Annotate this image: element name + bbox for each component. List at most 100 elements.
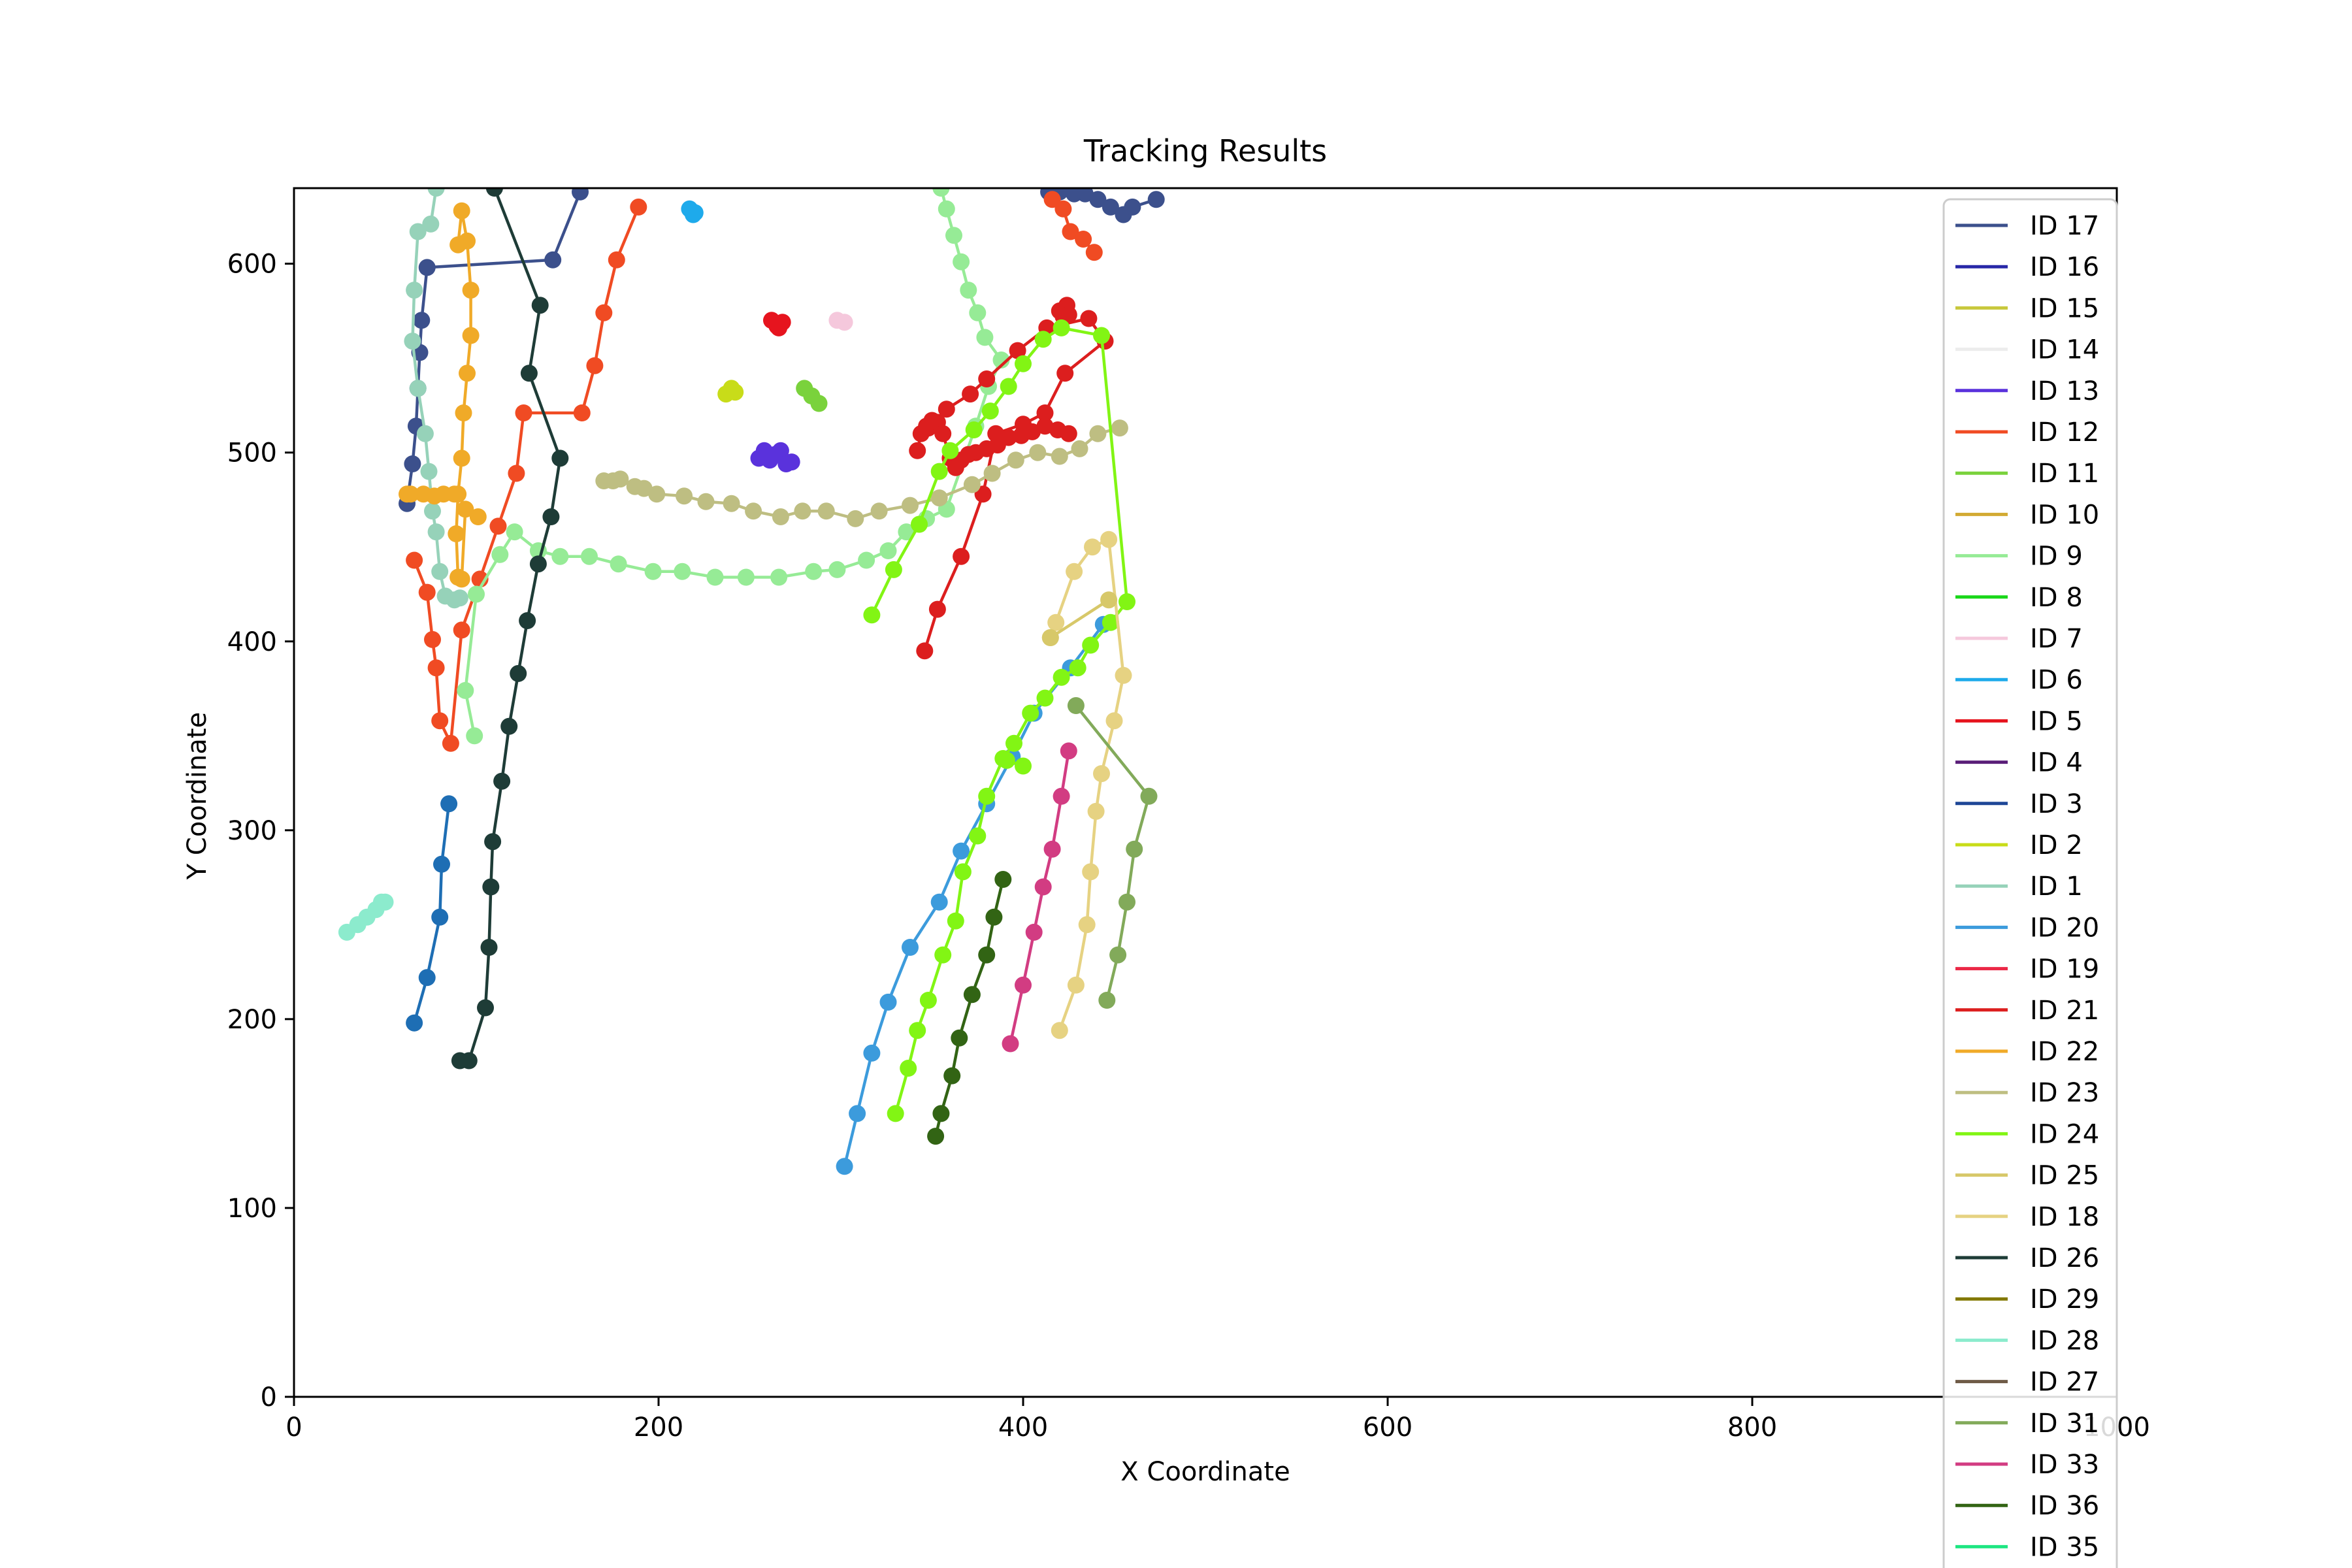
legend-entry: ID 10 xyxy=(1955,500,2099,530)
legend-label: ID 17 xyxy=(2030,211,2099,241)
data-point xyxy=(783,453,800,471)
data-point xyxy=(938,200,955,218)
data-point xyxy=(1043,840,1061,858)
legend-label: ID 10 xyxy=(2030,500,2099,530)
legend-label: ID 9 xyxy=(2030,542,2083,572)
series-id-21 xyxy=(916,310,1114,660)
y-axis-label: Y Coordinate xyxy=(182,712,212,880)
data-point xyxy=(420,463,438,480)
data-point xyxy=(1067,976,1085,994)
data-point xyxy=(927,1128,945,1145)
legend-label: ID 29 xyxy=(2030,1284,2099,1315)
data-point xyxy=(477,999,494,1017)
legend-entry: ID 17 xyxy=(1955,211,2099,241)
data-point xyxy=(909,1022,926,1039)
data-point xyxy=(406,551,423,569)
data-point xyxy=(480,939,498,956)
legend-label: ID 12 xyxy=(2030,417,2099,448)
data-point xyxy=(608,251,625,269)
data-point xyxy=(404,333,421,350)
legend-label: ID 35 xyxy=(2030,1532,2099,1562)
data-point xyxy=(879,993,897,1011)
legend-entry: ID 29 xyxy=(1955,1284,2099,1315)
data-point xyxy=(468,585,485,603)
data-point xyxy=(1043,191,1061,208)
data-point xyxy=(1115,666,1132,684)
data-point xyxy=(515,404,532,421)
data-point xyxy=(459,232,476,250)
legend-label: ID 23 xyxy=(2030,1078,2099,1108)
legend-entry: ID 20 xyxy=(1955,913,2099,943)
y-tick-label: 100 xyxy=(227,1194,277,1224)
plot-area xyxy=(338,188,1165,1175)
data-point xyxy=(1056,365,1074,382)
data-point xyxy=(1015,757,1032,775)
data-point xyxy=(416,425,434,442)
data-point xyxy=(510,664,527,682)
data-point xyxy=(683,202,700,220)
series-id-15 xyxy=(717,380,744,403)
legend-label: ID 7 xyxy=(2030,624,2083,654)
data-point xyxy=(1093,327,1110,344)
legend-label: ID 3 xyxy=(2030,789,2083,819)
data-point xyxy=(455,404,472,421)
data-point xyxy=(1098,992,1116,1009)
data-point xyxy=(1022,704,1039,722)
series-line xyxy=(413,206,640,745)
legend-label: ID 28 xyxy=(2030,1326,2099,1356)
data-point xyxy=(1054,200,1072,218)
data-point xyxy=(943,1067,961,1085)
data-point xyxy=(1111,419,1128,437)
x-tick-label: 800 xyxy=(1727,1413,1777,1443)
legend-label: ID 27 xyxy=(2030,1367,2099,1397)
data-point xyxy=(1080,310,1098,327)
data-point xyxy=(998,751,1015,769)
data-point xyxy=(934,946,952,964)
data-point xyxy=(1147,191,1165,208)
data-point xyxy=(1034,331,1052,348)
legend-entry: ID 2 xyxy=(1955,830,2083,860)
legend-label: ID 26 xyxy=(2030,1243,2099,1273)
data-point xyxy=(727,384,744,401)
series-line xyxy=(843,623,1105,1167)
data-point xyxy=(1051,448,1068,465)
data-point xyxy=(863,1044,881,1062)
data-point xyxy=(529,555,547,573)
data-point xyxy=(551,449,569,467)
data-point xyxy=(1025,923,1043,941)
legend-entry: ID 28 xyxy=(1955,1326,2099,1356)
data-point xyxy=(919,992,937,1009)
series-id-28 xyxy=(338,893,394,941)
legend: ID 17 ID 16 ID 15 ID 14 ID 13 ID 12 ID 11 ID 10… xyxy=(1942,198,2118,1568)
legend-label: ID 2 xyxy=(2030,830,2083,860)
data-point xyxy=(508,465,525,482)
data-point xyxy=(469,508,487,525)
data-point xyxy=(418,259,436,276)
legend-label: ID 33 xyxy=(2030,1450,2099,1480)
data-point xyxy=(1124,198,1141,216)
series-id-21 xyxy=(1051,297,1077,325)
data-point xyxy=(676,487,693,505)
data-point xyxy=(965,421,983,438)
data-point xyxy=(1119,893,1135,911)
series-id-11 xyxy=(796,380,828,412)
data-point xyxy=(772,442,789,459)
legend-label: ID 14 xyxy=(2030,335,2099,365)
legend-entry: ID 24 xyxy=(1955,1119,2099,1149)
series-id-5 xyxy=(763,312,791,336)
data-point xyxy=(1100,531,1118,548)
data-point xyxy=(1060,742,1077,760)
legend-entry: ID 18 xyxy=(1955,1202,2099,1232)
data-point xyxy=(573,404,591,421)
legend-entry: ID 35 xyxy=(1955,1532,2099,1562)
data-point xyxy=(1036,417,1054,435)
data-point xyxy=(697,493,715,510)
data-point xyxy=(1060,425,1077,442)
series-id-9 xyxy=(457,188,1010,745)
data-point xyxy=(453,621,470,639)
data-point xyxy=(879,542,897,559)
legend-entry: ID 15 xyxy=(1955,293,2099,323)
legend-label: ID 21 xyxy=(2030,996,2099,1026)
data-point xyxy=(976,329,994,346)
